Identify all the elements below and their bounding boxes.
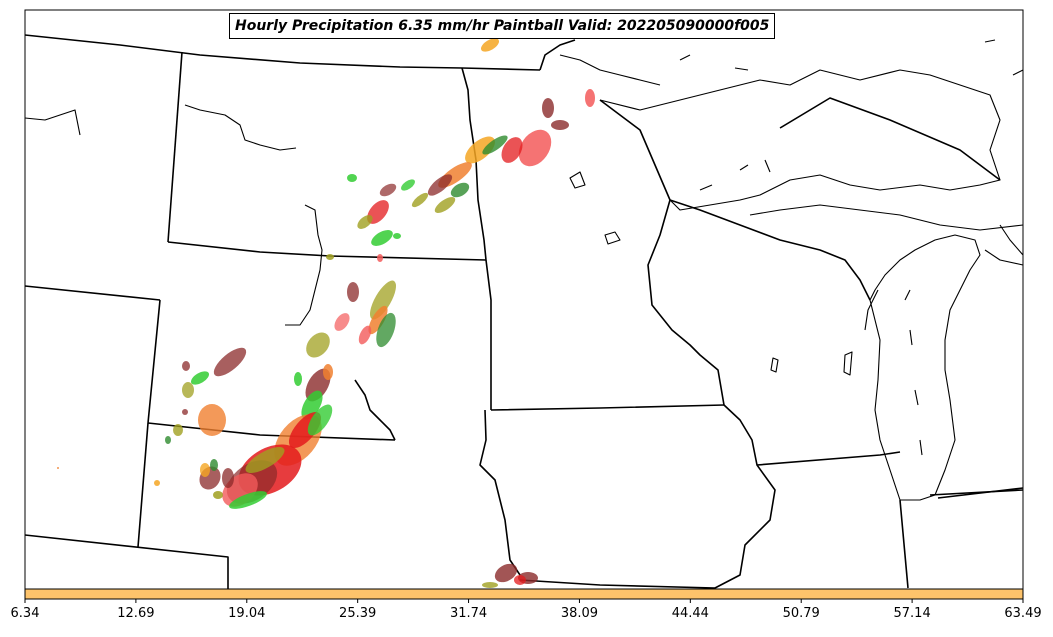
state-borders [24, 34, 1024, 590]
colorbar-tick-label: 25.39 [339, 606, 377, 621]
colorbar-ticks [24, 599, 1024, 603]
colorbar-tick-label: 63.49 [1004, 606, 1042, 621]
colorbar-tick-label: 12.69 [117, 606, 155, 621]
colorbar-tick-label: 44.44 [671, 606, 709, 621]
colorbar-tick-label: 50.79 [782, 606, 820, 621]
colorbar-tick-label: 19.04 [228, 606, 266, 621]
colorbar-tick-label: 57.14 [893, 606, 931, 621]
paintball-blobs [57, 38, 595, 588]
colorbar-tick-label: 6.34 [10, 606, 40, 621]
coastlines [24, 39, 1024, 501]
colorbar-tick-label: 38.09 [560, 606, 599, 621]
colorbar [24, 588, 1024, 600]
map-title: Hourly Precipitation 6.35 mm/hr Paintbal… [229, 13, 776, 39]
colorbar-tick-label: 31.74 [449, 606, 488, 621]
